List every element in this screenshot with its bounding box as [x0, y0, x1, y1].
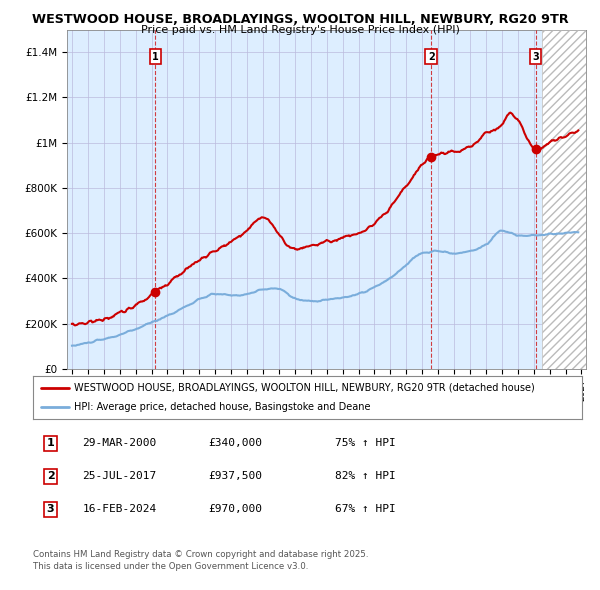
- Text: 1: 1: [152, 52, 159, 61]
- Text: WESTWOOD HOUSE, BROADLAYINGS, WOOLTON HILL, NEWBURY, RG20 9TR: WESTWOOD HOUSE, BROADLAYINGS, WOOLTON HI…: [32, 13, 568, 26]
- Text: £970,000: £970,000: [209, 504, 263, 514]
- Text: This data is licensed under the Open Government Licence v3.0.: This data is licensed under the Open Gov…: [33, 562, 308, 571]
- Text: 16-FEB-2024: 16-FEB-2024: [82, 504, 157, 514]
- Text: Contains HM Land Registry data © Crown copyright and database right 2025.: Contains HM Land Registry data © Crown c…: [33, 550, 368, 559]
- Text: WESTWOOD HOUSE, BROADLAYINGS, WOOLTON HILL, NEWBURY, RG20 9TR (detached house): WESTWOOD HOUSE, BROADLAYINGS, WOOLTON HI…: [74, 383, 535, 393]
- Bar: [542, 30, 586, 369]
- Text: Price paid vs. HM Land Registry's House Price Index (HPI): Price paid vs. HM Land Registry's House …: [140, 25, 460, 35]
- Text: 82% ↑ HPI: 82% ↑ HPI: [335, 471, 396, 481]
- Text: HPI: Average price, detached house, Basingstoke and Deane: HPI: Average price, detached house, Basi…: [74, 402, 371, 412]
- Text: 29-MAR-2000: 29-MAR-2000: [82, 438, 157, 448]
- Text: 2: 2: [428, 52, 434, 61]
- Text: 25-JUL-2017: 25-JUL-2017: [82, 471, 157, 481]
- Text: £937,500: £937,500: [209, 471, 263, 481]
- Text: 75% ↑ HPI: 75% ↑ HPI: [335, 438, 396, 448]
- Text: 3: 3: [47, 504, 55, 514]
- Text: 1: 1: [47, 438, 55, 448]
- Text: 3: 3: [532, 52, 539, 61]
- Text: £340,000: £340,000: [209, 438, 263, 448]
- Text: 67% ↑ HPI: 67% ↑ HPI: [335, 504, 396, 514]
- Text: 2: 2: [47, 471, 55, 481]
- Bar: [542, 30, 586, 369]
